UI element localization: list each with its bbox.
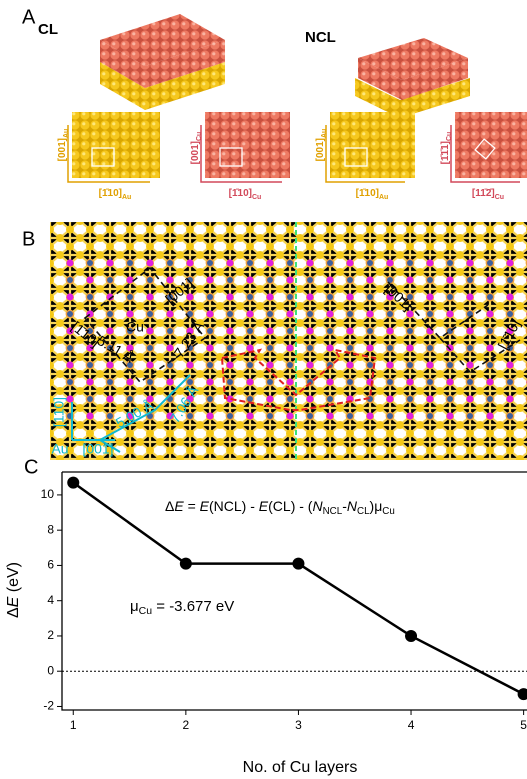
text-run: Δ — [165, 498, 174, 514]
x-tick-label: 5 — [520, 718, 527, 732]
data-point — [292, 558, 304, 570]
data-point — [180, 558, 192, 570]
text-run: (CL) - ( — [268, 498, 313, 514]
text-run: Au — [379, 194, 388, 201]
y-tick-label: 0 — [47, 663, 54, 677]
x-tick-label: 2 — [183, 718, 190, 732]
text-run: [1̄1̄1] — [440, 141, 451, 164]
annotation: Au — [51, 441, 68, 457]
text-run: Cu — [139, 605, 153, 617]
facet — [205, 112, 290, 178]
direction-label: [11̄2̄]Cu — [472, 188, 504, 201]
text-run: Au — [63, 129, 70, 138]
panel-label: C — [24, 456, 38, 478]
panel-title: NCL — [305, 29, 336, 46]
text-run: Au — [122, 194, 131, 201]
text-run: Cu — [446, 132, 453, 141]
panel-title: CL — [38, 21, 58, 38]
panel-label: A — [22, 6, 36, 28]
text-run: [1̄10] — [99, 188, 122, 199]
panel-c: C No. of Cu layers ΔE (eV) ΔE = E(NCL) -… — [5, 456, 527, 776]
text-run: = — [184, 498, 200, 514]
text-run: [001] — [57, 138, 68, 161]
text-run: NCL — [323, 506, 343, 517]
text-run: Cu — [382, 506, 395, 517]
text-run: Au — [321, 129, 328, 138]
x-tick-label: 3 — [295, 718, 302, 732]
text-run: Δ — [5, 607, 22, 618]
panel-label: B — [22, 228, 35, 250]
y-axis-title: ΔE (eV) — [5, 562, 22, 618]
annotation: Cu — [126, 319, 144, 335]
text-run: [1̄10] — [356, 188, 379, 199]
text-run: CL — [357, 506, 370, 517]
direction-label: [1̄10]Au — [99, 188, 132, 201]
data-point — [518, 688, 527, 700]
text-run: [1̄10] — [229, 188, 252, 199]
x-tick-label: 1 — [70, 718, 77, 732]
text-run: Cu — [196, 132, 203, 141]
y-tick-label: -2 — [43, 699, 54, 713]
panel-b: B [001] [1̄10] Cu 5.11 Å 7.23 Å [001] [1… — [22, 222, 527, 460]
direction-label: [1̄10]Cu — [229, 188, 262, 201]
y-tick-label: 6 — [47, 558, 54, 572]
x-tick-label: 4 — [408, 718, 415, 732]
y-tick-label: 8 — [47, 522, 54, 536]
direction-label: [1̄10]Au — [356, 188, 389, 201]
text-run: )μ — [370, 498, 383, 514]
figure: A CL NCL [001]Au [1̄10]Au [001]Cu [1̄10]… — [0, 0, 527, 779]
panel-a: A CL NCL [001]Au [1̄10]Au [001]Cu [1̄10]… — [22, 6, 527, 201]
annotation: [001] — [82, 441, 113, 457]
text-run: = -3.677 eV — [152, 598, 234, 615]
text-run: Cu — [252, 194, 261, 201]
y-tick-label: 10 — [41, 487, 55, 501]
text-run: [001] — [190, 141, 201, 164]
series-line — [73, 483, 523, 695]
text-run: Cu — [495, 194, 504, 201]
text-run: [001] — [315, 138, 326, 161]
facet — [72, 112, 160, 178]
text-run: μ — [130, 598, 139, 615]
text-run: (NCL) - — [209, 498, 259, 514]
text-run: E — [5, 596, 22, 607]
data-point — [67, 477, 79, 489]
annotation: μCu = -3.677 eV — [130, 598, 234, 617]
data-point — [405, 630, 417, 642]
x-axis-title: No. of Cu layers — [243, 759, 358, 776]
facet — [330, 112, 415, 178]
annotation: [110] — [51, 397, 67, 427]
text-run: [11̄2̄] — [472, 188, 495, 199]
y-tick-label: 2 — [47, 628, 54, 642]
text-run: (eV) — [5, 562, 22, 597]
formula: ΔE = E(NCL) - E(CL) - (NNCL-NCL)μCu — [165, 498, 395, 517]
cu-overlayer — [60, 250, 527, 425]
y-tick-label: 4 — [47, 593, 54, 607]
